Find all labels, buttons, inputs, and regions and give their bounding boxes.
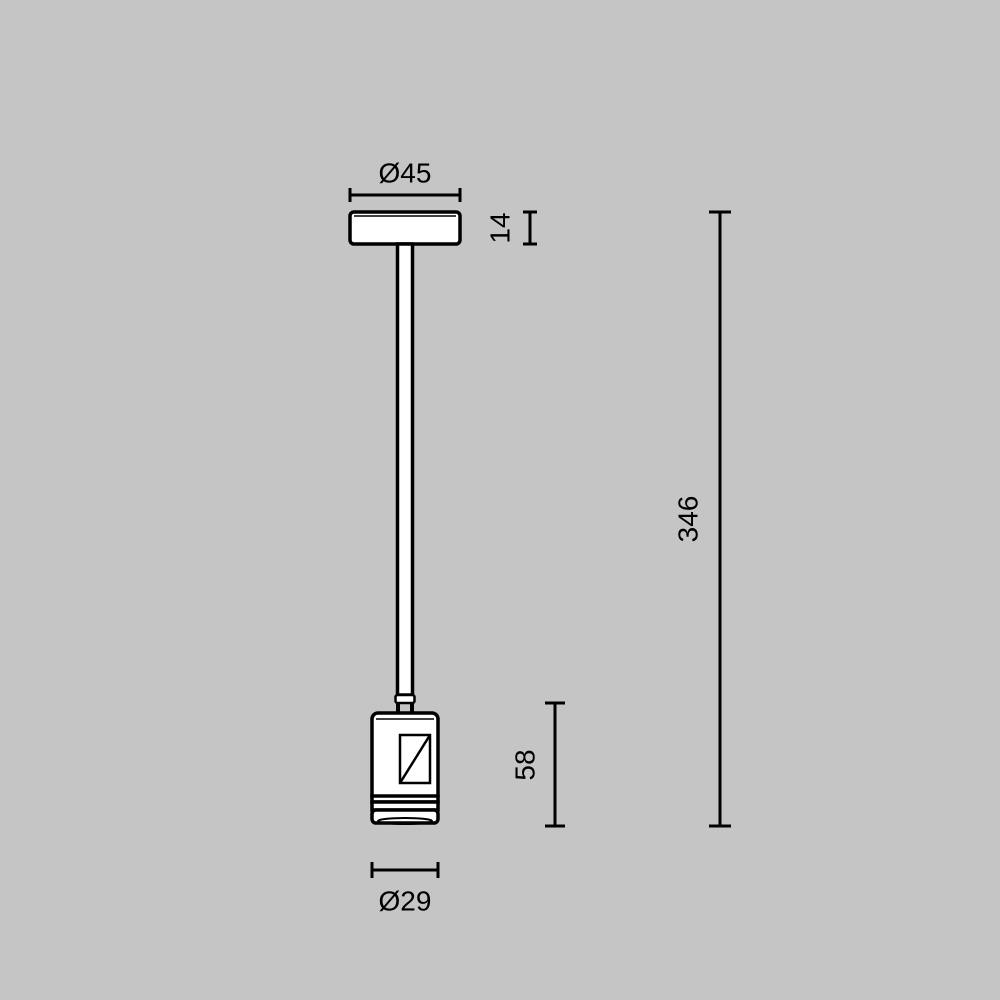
dim-overall-height-label: 346: [672, 496, 703, 543]
dim-bottom-diameter: Ø29: [372, 862, 438, 916]
rod-cap: [396, 695, 415, 703]
technical-drawing: Ø45 14 346 58 Ø29: [0, 0, 1000, 1000]
dim-canopy-height: 14: [484, 212, 537, 244]
dim-body-height-label: 58: [509, 749, 540, 780]
canopy: [350, 212, 460, 244]
background: [0, 0, 1000, 1000]
rod: [398, 244, 413, 695]
dim-canopy-height-label: 14: [484, 212, 515, 243]
dim-top-diameter-label: Ø45: [379, 157, 432, 188]
dim-bottom-diameter-label: Ø29: [379, 885, 432, 916]
body-lip: [372, 810, 438, 823]
